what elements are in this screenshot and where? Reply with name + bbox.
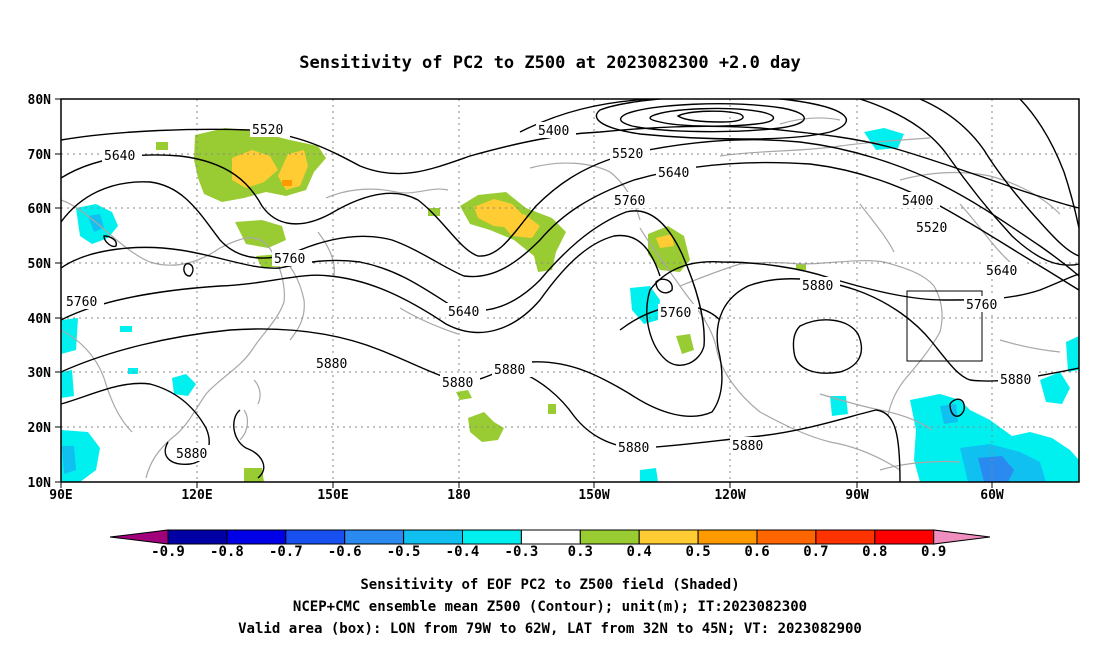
contour-label: 5880	[316, 357, 347, 372]
contour-label: 5880	[802, 279, 833, 294]
negative-sensitivity-shading	[61, 128, 1079, 482]
contour-label: 5760	[274, 252, 305, 267]
lon-label: 90W	[845, 488, 869, 503]
lon-label: 150E	[317, 488, 348, 503]
colorbar-tick-label: 0.9	[921, 544, 946, 560]
colorbar-swatch	[344, 529, 405, 545]
caption: Sensitivity of EOF PC2 to Z500 field (Sh…	[238, 577, 862, 637]
colorbar-swatch	[285, 529, 346, 545]
colorbar-tick-label: -0.6	[328, 544, 362, 560]
colorbar-max-arrow	[933, 529, 991, 545]
colorbar-swatch	[874, 529, 935, 545]
contour-label: 5400	[538, 124, 569, 139]
coastlines	[61, 117, 1061, 479]
colorbar-tick-label: -0.8	[210, 544, 244, 560]
colorbar-tick-label: 0.6	[744, 544, 769, 560]
colorbar-tick-label: -0.5	[387, 544, 421, 560]
axis-ticks	[55, 98, 993, 488]
contour-label: 5880	[732, 439, 763, 454]
contour-label: 5760	[660, 306, 691, 321]
map-frame	[60, 98, 1080, 483]
colorbar-swatch	[403, 529, 464, 545]
positive-sensitivity-shading	[156, 128, 806, 482]
lon-label: 150W	[578, 488, 609, 503]
contour-label: 5640	[986, 264, 1017, 279]
contour-label: 5880	[176, 447, 207, 462]
contour-label: 5760	[66, 295, 97, 310]
contour-label: 5760	[966, 298, 997, 313]
colorbar-tick-label: 0.5	[685, 544, 710, 560]
contour-label: 5400	[902, 194, 933, 209]
colorbar-swatch	[579, 529, 640, 545]
lat-label: 80N	[28, 93, 52, 108]
colorbar-tick-label: 0.7	[803, 544, 828, 560]
contour-label: 5640	[658, 166, 689, 181]
chart-title: Sensitivity of PC2 to Z500 at 2023082300…	[299, 53, 801, 73]
lat-label: 40N	[28, 312, 52, 327]
colorbar-tick-label: 0.3	[568, 544, 593, 560]
colorbar-tick-label: -0.7	[269, 544, 303, 560]
colorbar-tick-label: -0.3	[505, 544, 539, 560]
lat-label: 70N	[28, 148, 52, 163]
lon-label: 120W	[714, 488, 745, 503]
colorbar-swatch	[462, 529, 522, 545]
caption-line-2: NCEP+CMC ensemble mean Z500 (Contour); u…	[293, 599, 807, 615]
colorbar-swatch	[638, 529, 699, 545]
contour-label: 5640	[104, 149, 135, 164]
lon-label: 90E	[49, 488, 72, 503]
contour-label: 5520	[612, 147, 643, 162]
colorbar-tick-label: 0.4	[627, 544, 652, 560]
colorbar-swatch	[167, 529, 228, 545]
lon-label: 60W	[980, 488, 1004, 503]
caption-line-1: Sensitivity of EOF PC2 to Z500 field (Sh…	[360, 577, 739, 593]
contour-label: 5880	[494, 363, 525, 378]
colorbar-swatch	[815, 529, 876, 545]
lat-label: 10N	[28, 476, 52, 491]
valid-area-box	[906, 290, 983, 362]
graticule	[61, 99, 1079, 482]
map-panel: 5520 5640 5400 5520 5640 5760 5400 5520 …	[28, 93, 1080, 503]
colorbar-tick-label: 0.8	[862, 544, 887, 560]
colorbar-tick-label: -0.4	[446, 544, 480, 560]
contour-label: 5520	[916, 221, 947, 236]
colorbar-swatch	[226, 529, 287, 545]
lon-label: 180	[447, 488, 471, 503]
colorbar-swatch	[520, 529, 581, 545]
colorbar: -0.9 -0.8 -0.7 -0.6 -0.5 -0.4 -0.3 0.3 0.4 0.5 0.6…	[109, 529, 991, 560]
contour-label: 5640	[448, 305, 479, 320]
colorbar-tick-label: -0.9	[151, 544, 185, 560]
contour-label: 5520	[252, 123, 283, 138]
lat-label: 20N	[28, 421, 52, 436]
lat-label: 30N	[28, 366, 52, 381]
contour-label: 5880	[1000, 373, 1031, 388]
colorbar-swatch	[756, 529, 817, 545]
contour-label: 5880	[442, 376, 473, 391]
caption-line-3: Valid area (box): LON from 79W to 62W, L…	[238, 621, 862, 637]
lon-label: 120E	[181, 488, 212, 503]
longitude-labels: 90E 120E 150E 180 150W 120W 90W 60W	[49, 488, 1004, 503]
colorbar-min-arrow	[109, 529, 169, 545]
lat-label: 50N	[28, 257, 52, 272]
colorbar-swatch	[697, 529, 758, 545]
latitude-labels: 80N 70N 60N 50N 40N 30N 20N 10N	[28, 93, 52, 491]
contour-labels: 5520 5640 5400 5520 5640 5760 5400 5520 …	[64, 121, 1038, 462]
contour-label: 5760	[614, 194, 645, 209]
contour-label: 5880	[618, 441, 649, 456]
lat-label: 60N	[28, 202, 52, 217]
